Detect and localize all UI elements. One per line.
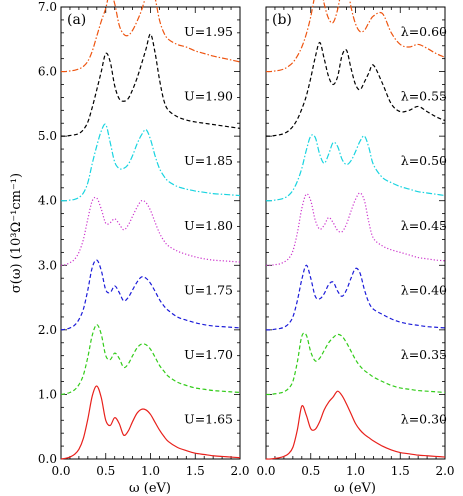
x-tick-label: 2.0 <box>435 464 454 478</box>
x-tick-label: 1.0 <box>141 464 160 478</box>
series-label: U=1.75 <box>184 282 233 297</box>
panel-a-series-labels: U=1.65 U=1.70 U=1.75 U=1.80 U=1.85 U=1.90 U=1.… <box>184 24 233 426</box>
panel-a-x-axis-title: ω (eV) <box>129 481 171 496</box>
panel-a-series <box>60 0 241 460</box>
x-tick-label: 0.5 <box>301 464 320 478</box>
x-tick-label: 0.5 <box>96 464 115 478</box>
series-line <box>60 123 241 202</box>
series-label: λ=0.55 <box>401 89 447 104</box>
series-label: λ=0.30 <box>401 411 447 426</box>
series-line <box>265 332 446 396</box>
panel-b-x-axis-title: ω (eV) <box>334 481 376 496</box>
series-line <box>265 134 446 202</box>
series-line <box>265 41 446 137</box>
x-tick-label: 2.0 <box>230 464 249 478</box>
y-tick-label: 2.0 <box>38 323 57 337</box>
series-label: U=1.65 <box>184 411 233 426</box>
series-line <box>60 259 241 331</box>
x-tick-label: 1.5 <box>391 464 410 478</box>
series-line <box>265 264 446 331</box>
panel-b-frame <box>265 6 446 460</box>
series-label: λ=0.60 <box>401 24 447 39</box>
series-line <box>265 390 446 460</box>
y-tick-label: 0.0 <box>38 452 57 466</box>
series-line <box>60 324 241 396</box>
series-line <box>265 0 446 73</box>
panel-a-frame <box>60 6 241 460</box>
series-label: λ=0.35 <box>401 347 447 362</box>
x-tick-label: 0.0 <box>256 464 275 478</box>
series-label: U=1.95 <box>184 24 233 39</box>
panel-a-label: (a) <box>67 12 86 28</box>
series-line <box>60 0 241 73</box>
panel-a: 0.0 0.5 1.0 1.5 2.00.01.02.03.04.05.06.07.0 … <box>38 0 250 496</box>
panel-a-ticks: 0.0 0.5 1.0 1.5 2.0 0.0 1.0 2.0 3.0 4.0 5.0 6.0 7.0 <box>38 0 250 478</box>
series-label: U=1.70 <box>184 347 233 362</box>
panel-b-series <box>265 0 446 460</box>
y-tick-label: 5.0 <box>38 129 57 143</box>
series-label: λ=0.45 <box>401 218 447 233</box>
y-tick-label: 7.0 <box>38 0 57 14</box>
panel-b: 0.0 0.5 1.0 1.5 2.0 λ=0.30 λ=0.35 λ=0.40 λ=0.45… <box>256 0 455 496</box>
y-tick-label: 3.0 <box>38 258 57 272</box>
x-tick-label: 0.0 <box>51 464 70 478</box>
series-line <box>60 385 241 460</box>
y-axis-title: σ(ω) (10³Ω⁻¹cm⁻¹) <box>9 173 24 293</box>
x-tick-label: 1.0 <box>346 464 365 478</box>
series-label: U=1.80 <box>184 218 233 233</box>
series-label: λ=0.40 <box>401 282 447 297</box>
series-line <box>60 196 241 266</box>
series-label: λ=0.50 <box>401 153 447 168</box>
x-tick-label: 1.5 <box>186 464 205 478</box>
y-tick-label: 6.0 <box>38 65 57 79</box>
series-label: U=1.85 <box>184 153 233 168</box>
series-label: U=1.90 <box>184 89 233 104</box>
series-line <box>265 192 446 266</box>
y-tick-label: 4.0 <box>38 194 57 208</box>
panel-b-series-labels: λ=0.30 λ=0.35 λ=0.40 λ=0.45 λ=0.50 λ=0.55 λ=0.… <box>401 24 447 426</box>
series-line <box>60 33 241 137</box>
panel-b-ticks: 0.0 0.5 1.0 1.5 2.0 <box>256 6 455 478</box>
panel-b-label: (b) <box>272 12 292 28</box>
y-tick-label: 1.0 <box>38 387 57 401</box>
